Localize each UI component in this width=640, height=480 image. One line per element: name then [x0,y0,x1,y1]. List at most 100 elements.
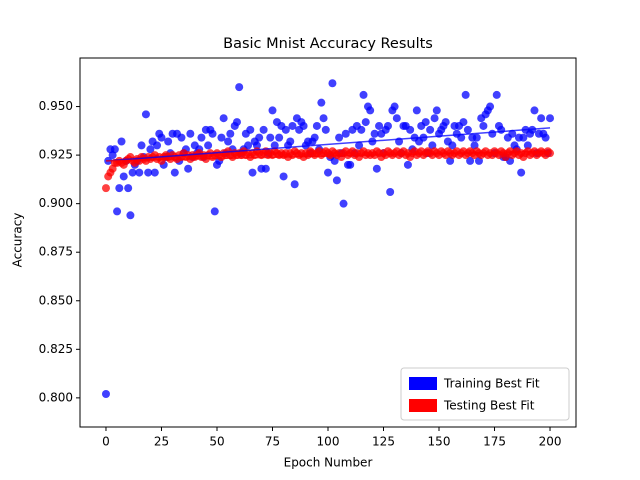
data-point [197,133,206,142]
data-point [370,129,379,138]
data-point [232,118,241,127]
data-point [432,106,441,115]
data-point [210,207,219,216]
x-axis-label: Epoch Number [284,456,373,470]
data-point [366,106,375,115]
data-point [523,141,532,150]
y-tick-label: 0.850 [39,293,73,307]
data-point [392,114,401,123]
data-point [244,141,253,150]
x-tick-label: 0 [102,435,110,449]
data-point [248,168,257,177]
data-point [430,114,439,123]
data-point [115,184,124,193]
x-tick-label: 200 [539,435,562,449]
data-point [341,129,350,138]
data-point [286,137,295,146]
data-point [204,141,213,150]
y-tick-label: 0.825 [39,342,73,356]
data-point [403,160,412,169]
data-point [312,121,321,130]
data-point [219,114,228,123]
data-point [279,172,288,181]
data-point [339,199,348,208]
data-point [317,98,326,107]
data-point [246,125,255,134]
data-point [383,121,392,130]
data-point [463,125,472,134]
data-point [461,90,470,99]
data-point [359,90,368,99]
data-point [101,389,110,398]
data-point [224,137,233,146]
y-tick-label: 0.875 [39,245,73,259]
fit-line [105,150,551,162]
data-point [472,133,481,142]
legend-swatch [409,399,437,412]
data-point [266,133,275,142]
data-point [226,129,235,138]
data-point [479,121,488,130]
data-point [421,118,430,127]
data-point [144,168,153,177]
data-point [519,133,528,142]
data-point [466,156,475,165]
x-tick-label: 50 [209,435,224,449]
data-point [361,118,370,127]
data-point [448,141,457,150]
data-point [255,133,264,142]
data-point [177,133,186,142]
legend-swatch [409,377,437,390]
data-point [310,133,319,142]
data-point [406,125,415,134]
data-point [184,164,193,173]
data-point [290,180,299,189]
data-point [153,141,162,150]
data-point [324,168,332,177]
data-point [235,83,244,92]
chart-title: Basic Mnist Accuracy Results [223,36,433,52]
data-point [164,137,173,146]
data-point [441,118,450,127]
data-point [459,118,468,127]
data-point [492,90,501,99]
data-point [157,133,166,142]
x-tick-label: 125 [372,435,395,449]
x-tick-label: 25 [154,435,169,449]
data-point [530,106,539,115]
x-tick-label: 175 [483,435,506,449]
data-point [288,121,297,130]
data-point [355,141,364,150]
legend: Training Best Fit Testing Best Fit [400,367,570,421]
data-point [141,110,150,119]
x-tick-label: 100 [317,435,340,449]
data-point [488,129,497,138]
data-point [412,106,421,115]
data-point [261,164,270,173]
data-point [135,168,144,177]
data-point [486,102,495,111]
data-point [128,168,137,177]
data-point [541,133,550,142]
legend-box [400,367,570,421]
data-point [252,141,261,150]
data-point [457,133,466,142]
data-point [335,133,344,142]
data-point [508,129,517,138]
data-point [270,141,279,150]
data-point [259,125,268,134]
plot-area [101,79,555,398]
data-point [426,125,435,134]
data-point [150,168,159,177]
data-point [346,160,355,169]
y-tick-label: 0.925 [39,148,73,162]
y-axis-label: Accuracy [11,213,25,268]
data-point [217,133,226,142]
data-point [332,176,341,185]
data-point [546,149,555,158]
data-point [328,79,337,88]
data-point [517,168,526,177]
data-point [101,184,110,193]
data-point [170,168,179,177]
